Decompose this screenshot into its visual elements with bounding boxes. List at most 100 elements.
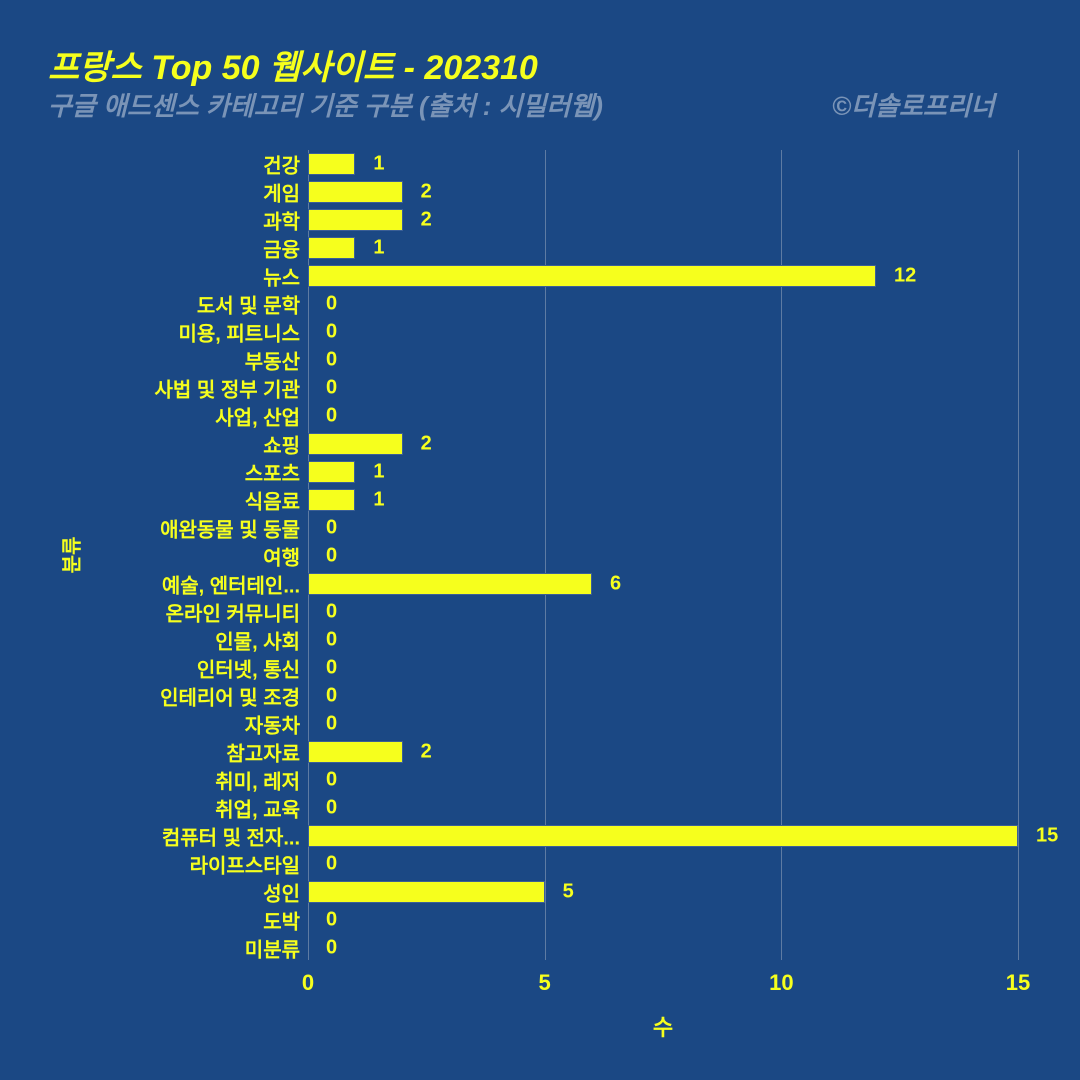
category-label: 게임 — [263, 178, 308, 207]
category-label: 도박 — [263, 906, 308, 935]
bar-row: 사업, 산업0 — [308, 402, 1018, 430]
category-label: 예술, 엔터테인... — [162, 570, 308, 599]
bar-row: 인물, 사회0 — [308, 626, 1018, 654]
bar-row: 참고자료2 — [308, 738, 1018, 766]
bar-row: 온라인 커뮤니티0 — [308, 598, 1018, 626]
chart-title: 프랑스 Top 50 웹사이트 - 202310 — [48, 40, 538, 89]
category-label: 여행 — [263, 542, 308, 571]
value-label: 0 — [326, 349, 337, 372]
category-label: 인터넷, 통신 — [197, 654, 308, 683]
bar — [308, 573, 592, 595]
bar-row: 뉴스12 — [308, 262, 1018, 290]
grid-line — [1018, 150, 1019, 960]
value-label: 0 — [326, 853, 337, 876]
value-label: 1 — [373, 237, 384, 260]
category-label: 금융 — [263, 234, 308, 263]
bar-row: 도박0 — [308, 906, 1018, 934]
category-label: 참고자료 — [226, 738, 308, 767]
bar-row: 성인5 — [308, 878, 1018, 906]
category-label: 성인 — [263, 878, 308, 907]
bar — [308, 153, 355, 175]
bar — [308, 265, 876, 287]
x-tick-label: 15 — [1006, 970, 1030, 996]
plot-area: 건강1게임2과학2금융1뉴스12도서 및 문학0미용, 피트니스0부동산0사법 … — [308, 150, 1018, 960]
value-label: 1 — [373, 489, 384, 512]
category-label: 자동차 — [245, 710, 308, 739]
value-label: 6 — [610, 573, 621, 596]
category-label: 뉴스 — [263, 262, 308, 291]
bar-row: 사법 및 정부 기관0 — [308, 374, 1018, 402]
category-label: 온라인 커뮤니티 — [166, 598, 308, 627]
value-label: 0 — [326, 517, 337, 540]
category-label: 미분류 — [245, 934, 308, 963]
bar-row: 인테리어 및 조경0 — [308, 682, 1018, 710]
bar — [308, 461, 355, 483]
value-label: 0 — [326, 601, 337, 624]
category-label: 사업, 산업 — [215, 402, 308, 431]
category-label: 인물, 사회 — [215, 626, 308, 655]
bar — [308, 237, 355, 259]
category-label: 도서 및 문학 — [197, 290, 308, 319]
category-label: 인테리어 및 조경 — [160, 682, 308, 711]
bar-row: 부동산0 — [308, 346, 1018, 374]
value-label: 0 — [326, 321, 337, 344]
x-tick-label: 5 — [539, 970, 551, 996]
y-axis-title: 분류 — [56, 537, 85, 574]
category-label: 취미, 레저 — [215, 766, 308, 795]
category-label: 취업, 교육 — [215, 794, 308, 823]
value-label: 5 — [563, 881, 574, 904]
category-label: 컴퓨터 및 전자... — [162, 822, 308, 851]
category-label: 쇼핑 — [263, 430, 308, 459]
value-label: 1 — [373, 461, 384, 484]
bar-row: 취업, 교육0 — [308, 794, 1018, 822]
bar — [308, 489, 355, 511]
chart-subtitle: 구글 애드센스 카테고리 기준 구분 (출처 : 시밀러웹) — [48, 86, 603, 123]
value-label: 0 — [326, 629, 337, 652]
bar-row: 금융1 — [308, 234, 1018, 262]
bar — [308, 881, 545, 903]
category-label: 미용, 피트니스 — [178, 318, 308, 347]
value-label: 0 — [326, 545, 337, 568]
bar-row: 스포츠1 — [308, 458, 1018, 486]
value-label: 2 — [421, 741, 432, 764]
value-label: 0 — [326, 405, 337, 428]
bar — [308, 181, 403, 203]
bar-row: 미분류0 — [308, 934, 1018, 962]
value-label: 15 — [1036, 825, 1058, 848]
value-label: 0 — [326, 377, 337, 400]
category-label: 스포츠 — [245, 458, 308, 487]
bar-row: 게임2 — [308, 178, 1018, 206]
chart-credit: ©더솔로프리너 — [832, 86, 995, 123]
value-label: 1 — [373, 153, 384, 176]
bar-row: 인터넷, 통신0 — [308, 654, 1018, 682]
bar-row: 과학2 — [308, 206, 1018, 234]
category-label: 라이프스타일 — [190, 850, 308, 879]
value-label: 0 — [326, 769, 337, 792]
bar-row: 애완동물 및 동물0 — [308, 514, 1018, 542]
bar-row: 건강1 — [308, 150, 1018, 178]
category-label: 부동산 — [245, 346, 308, 375]
value-label: 12 — [894, 265, 916, 288]
x-tick-label: 0 — [302, 970, 314, 996]
x-tick-label: 10 — [769, 970, 793, 996]
bar-row: 컴퓨터 및 전자...15 — [308, 822, 1018, 850]
category-label: 사법 및 정부 기관 — [155, 374, 308, 403]
bar-row: 라이프스타일0 — [308, 850, 1018, 878]
value-label: 2 — [421, 433, 432, 456]
bar-row: 미용, 피트니스0 — [308, 318, 1018, 346]
bar — [308, 433, 403, 455]
category-label: 식음료 — [245, 486, 308, 515]
value-label: 0 — [326, 293, 337, 316]
category-label: 애완동물 및 동물 — [160, 514, 308, 543]
x-axis-title: 수 — [653, 1010, 673, 1042]
bar — [308, 741, 403, 763]
bar-row: 식음료1 — [308, 486, 1018, 514]
bar — [308, 209, 403, 231]
bar-row: 예술, 엔터테인...6 — [308, 570, 1018, 598]
bar-row: 자동차0 — [308, 710, 1018, 738]
value-label: 2 — [421, 209, 432, 232]
value-label: 0 — [326, 937, 337, 960]
category-label: 과학 — [263, 206, 308, 235]
value-label: 0 — [326, 797, 337, 820]
value-label: 0 — [326, 713, 337, 736]
